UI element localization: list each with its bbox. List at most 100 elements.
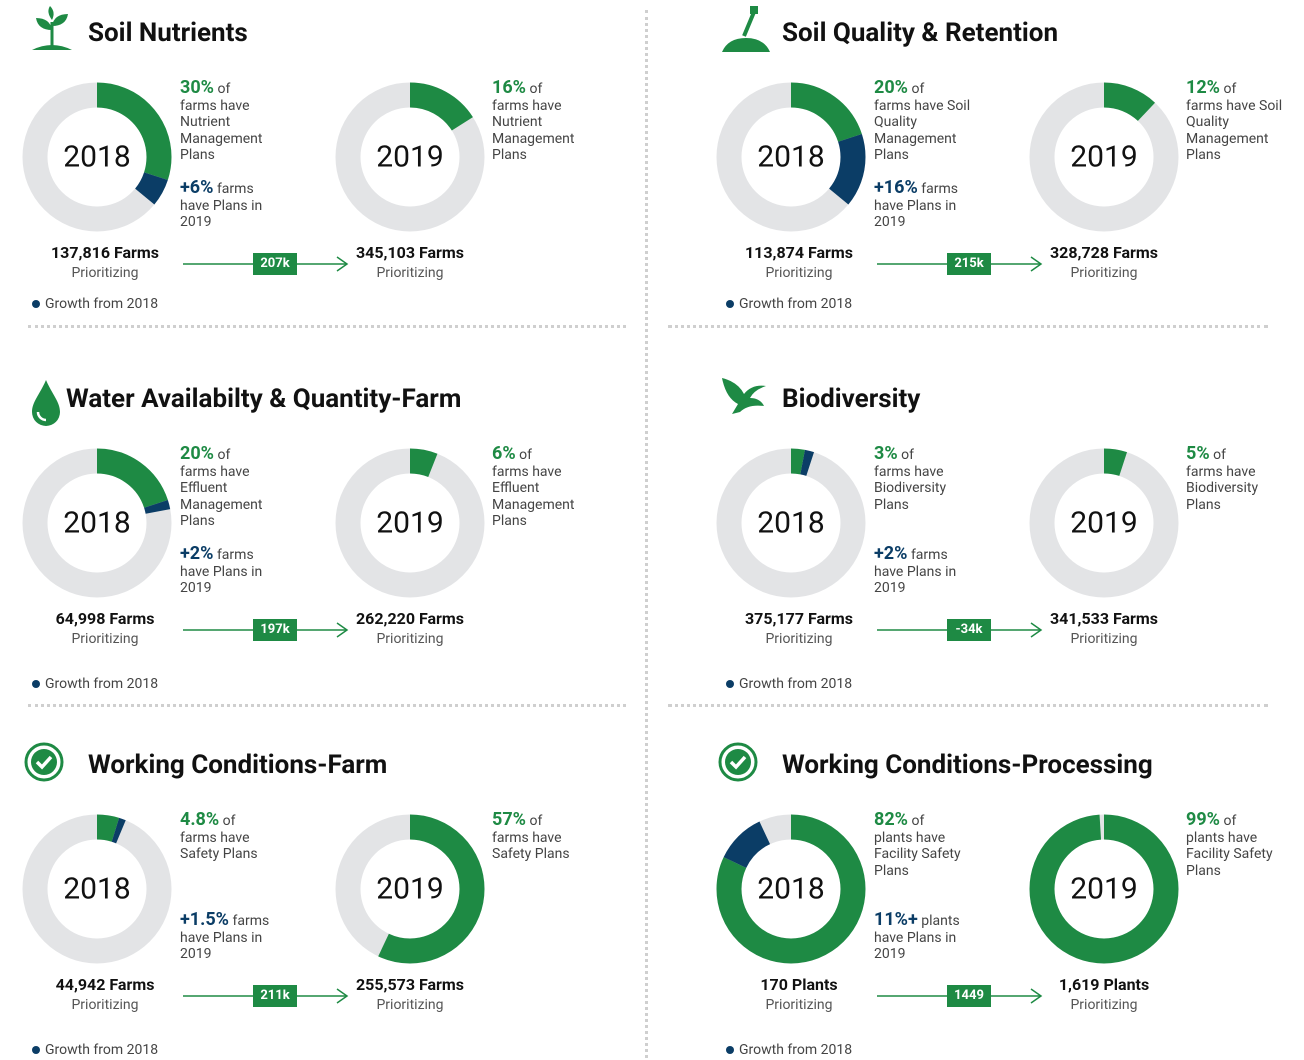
- row-divider: [28, 325, 626, 328]
- growth-value: +1.5%: [180, 909, 229, 930]
- panel-title: Working Conditions-Farm: [88, 750, 388, 780]
- legend-dot: [726, 300, 734, 308]
- count-desc: Prioritizing: [376, 997, 444, 1013]
- donut-year: 2019: [376, 506, 443, 541]
- legend: Growth from 2018: [32, 676, 158, 692]
- growth-value: +16%: [874, 177, 918, 198]
- count-desc: Prioritizing: [376, 631, 444, 647]
- share-value: 3%: [874, 443, 898, 464]
- share-label: 20% of farms have Soil Quality Management…: [874, 79, 974, 164]
- donut: 2019: [1029, 82, 1179, 232]
- row-divider: [668, 704, 1268, 707]
- share-arc: [22, 448, 172, 598]
- growth-label: +1.5% farms have Plans in 2019: [180, 909, 276, 963]
- legend-text: Growth from 2018: [45, 676, 159, 692]
- growth-label: +2% farms have Plans in 2019: [874, 543, 970, 597]
- change-badge: 197k: [253, 619, 297, 641]
- panel-icon: [32, 380, 60, 426]
- growth-value: +2%: [874, 543, 908, 564]
- growth-label: +6% farms have Plans in 2019: [180, 179, 276, 231]
- share-label: 16% of farms have Nutrient Management Pla…: [492, 79, 592, 164]
- count: 64,998 Farms: [55, 609, 155, 628]
- panel-title: Soil Nutrients: [88, 18, 248, 48]
- share-value: 99%: [1186, 809, 1220, 830]
- panel-icon: [718, 742, 758, 782]
- donut: 2018: [22, 814, 172, 964]
- count: 262,220 Farms: [355, 609, 464, 628]
- donut: 2018: [22, 82, 172, 232]
- growth-value: 11%+: [874, 909, 918, 930]
- share-desc: farms have Soil Quality Management Plans: [1186, 97, 1283, 164]
- count-desc: Prioritizing: [765, 997, 833, 1013]
- growth-desc: farms have Plans in 2019: [874, 181, 958, 230]
- donut-year: 2019: [1070, 506, 1137, 541]
- share-arc: [716, 814, 866, 964]
- share-desc: farms have Soil Quality Management Plans: [874, 97, 971, 164]
- share-desc: farms have Biodiversity Plans: [1186, 463, 1259, 513]
- share-suffix: of: [911, 81, 925, 97]
- count-desc: Prioritizing: [71, 997, 139, 1013]
- donut: 2018: [716, 448, 866, 598]
- panel-title: Water Availabilty & Quantity-Farm: [66, 384, 462, 414]
- share-value: 57%: [492, 809, 526, 830]
- share-arc: [1029, 814, 1179, 964]
- donut-year: 2018: [63, 872, 130, 907]
- share-label: 12% of farms have Soil Quality Management…: [1186, 79, 1286, 164]
- count-desc: Prioritizing: [376, 265, 444, 281]
- share-value: 82%: [874, 809, 908, 830]
- count-desc: Prioritizing: [1070, 265, 1138, 281]
- donut-year: 2019: [376, 872, 443, 907]
- donut-year: 2019: [1070, 140, 1137, 175]
- growth-desc: plants have Plans in 2019: [874, 913, 960, 962]
- row-divider: [668, 325, 1268, 328]
- share-suffix: of: [217, 81, 231, 97]
- growth-arc: [716, 82, 866, 232]
- share-suffix: of: [901, 447, 914, 463]
- donut: 2019: [335, 82, 485, 232]
- donut-year: 2018: [757, 140, 824, 175]
- count-desc: Prioritizing: [765, 631, 833, 647]
- donut: 2019: [1029, 448, 1179, 598]
- share-suffix: of: [1223, 81, 1237, 97]
- legend-dot: [32, 300, 40, 308]
- share-arc: [335, 814, 485, 964]
- share-desc: plants have Facility Safety Plans: [874, 829, 961, 879]
- legend-dot: [726, 680, 734, 688]
- share-label: 3% of farms have Biodiversity Plans: [874, 443, 974, 513]
- donut: 2019: [335, 814, 485, 964]
- share-suffix: of: [519, 447, 532, 463]
- share-value: 4.8%: [180, 809, 220, 830]
- change-badge: -34k: [947, 619, 991, 641]
- share-arc: [22, 82, 172, 232]
- share-arc: [716, 448, 866, 598]
- legend-text: Growth from 2018: [45, 296, 159, 312]
- share-suffix: of: [529, 813, 543, 829]
- growth-desc: farms have Plans in 2019: [180, 181, 263, 230]
- share-arc: [335, 82, 485, 232]
- panel-icon: [722, 6, 770, 52]
- count-desc: Prioritizing: [71, 265, 139, 281]
- growth-label: +2% farms have Plans in 2019: [180, 545, 276, 597]
- share-suffix: of: [529, 81, 543, 97]
- count: 170 Plants: [760, 975, 838, 994]
- count-desc: Prioritizing: [765, 265, 833, 281]
- count: 113,874 Farms: [744, 243, 853, 262]
- share-desc: plants have Facility Safety Plans: [1186, 829, 1273, 879]
- share-label: 5% of farms have Biodiversity Plans: [1186, 445, 1286, 513]
- growth-desc: farms have Plans in 2019: [180, 547, 263, 596]
- count-desc: Prioritizing: [71, 631, 139, 647]
- share-desc: farms have Safety Plans: [180, 829, 258, 863]
- share-label: 30% of farms have Nutrient Management Pla…: [180, 79, 280, 164]
- growth-label: +16% farms have Plans in 2019: [874, 177, 970, 231]
- panel-icon: [32, 6, 72, 50]
- share-suffix: of: [911, 813, 925, 829]
- change-badge: 207k: [253, 253, 297, 275]
- donut-year: 2019: [1070, 872, 1137, 907]
- count: 375,177 Farms: [744, 609, 853, 628]
- share-value: 20%: [180, 443, 214, 464]
- legend-text: Growth from 2018: [739, 676, 853, 692]
- share-desc: farms have Safety Plans: [492, 829, 570, 863]
- legend-text: Growth from 2018: [739, 1042, 853, 1058]
- count: 137,816 Farms: [50, 243, 159, 262]
